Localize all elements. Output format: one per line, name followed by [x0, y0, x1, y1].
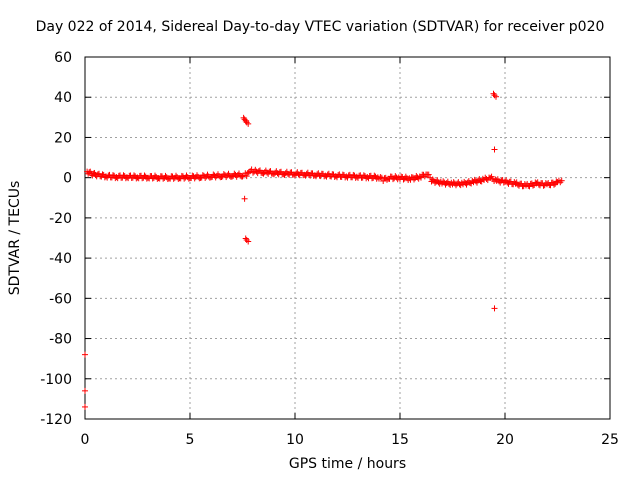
y-tick-label: 60: [54, 50, 72, 66]
data-point: [429, 176, 436, 183]
data-point: [553, 178, 560, 185]
data-point: [418, 174, 424, 181]
data-point: [240, 114, 247, 121]
data-point: [487, 174, 494, 181]
data-point: [173, 172, 179, 179]
y-axis-label: SDTVAR / TECUs: [7, 180, 23, 296]
chart-title: Day 022 of 2014, Sidereal Day-to-day VTE…: [35, 19, 605, 35]
y-tick-label: 0: [63, 171, 72, 187]
data-point: [491, 146, 498, 153]
x-tick-label: 5: [186, 432, 195, 448]
data-point: [99, 171, 106, 178]
data-point: [245, 169, 252, 176]
data-point: [383, 176, 390, 183]
data-point: [491, 305, 498, 312]
data-point: [243, 237, 250, 244]
data-point: [82, 387, 88, 394]
data-point: [411, 176, 417, 183]
data-point: [242, 117, 249, 124]
data-point: [530, 182, 536, 189]
data-point: [377, 174, 384, 181]
data-point: [360, 172, 367, 179]
y-tick-label: -80: [49, 332, 72, 348]
data-point: [242, 235, 249, 242]
y-tick-label: 40: [54, 90, 72, 106]
data-point: [483, 175, 490, 182]
x-axis-label: GPS time / hours: [288, 456, 407, 472]
x-tick-label: 25: [601, 432, 619, 448]
plot-frame: [84, 56, 611, 420]
data-point: [82, 351, 88, 358]
x-tick-label: 20: [496, 432, 514, 448]
data-point: [551, 181, 557, 188]
y-tick-label: -20: [49, 211, 72, 227]
data-point: [141, 172, 148, 179]
data-points: [82, 90, 565, 410]
x-tick-label: 0: [81, 432, 90, 448]
data-point: [558, 177, 565, 184]
data-point: [490, 90, 497, 97]
data-point: [243, 173, 250, 180]
data-point: [425, 171, 432, 178]
axis-ticks: -120 -100 -80 -60 -40 -20 0 20 40 60 0 5 10 15 20 25: [40, 50, 619, 448]
data-point: [152, 172, 158, 179]
data-point: [241, 195, 248, 202]
y-tick-label: -120: [40, 412, 72, 428]
y-tick-label: 20: [54, 130, 72, 146]
y-tick-label: -100: [40, 372, 72, 388]
data-point: [371, 172, 378, 179]
x-tick-label: 10: [286, 432, 304, 448]
data-point: [82, 403, 88, 410]
y-tick-label: -60: [49, 291, 72, 307]
data-point: [380, 177, 387, 184]
data-point: [131, 172, 137, 179]
y-tick-label: -40: [49, 251, 72, 267]
grid: [85, 57, 610, 419]
data-point: [392, 173, 399, 180]
data-point: [162, 172, 169, 179]
x-tick-label: 15: [391, 432, 409, 448]
